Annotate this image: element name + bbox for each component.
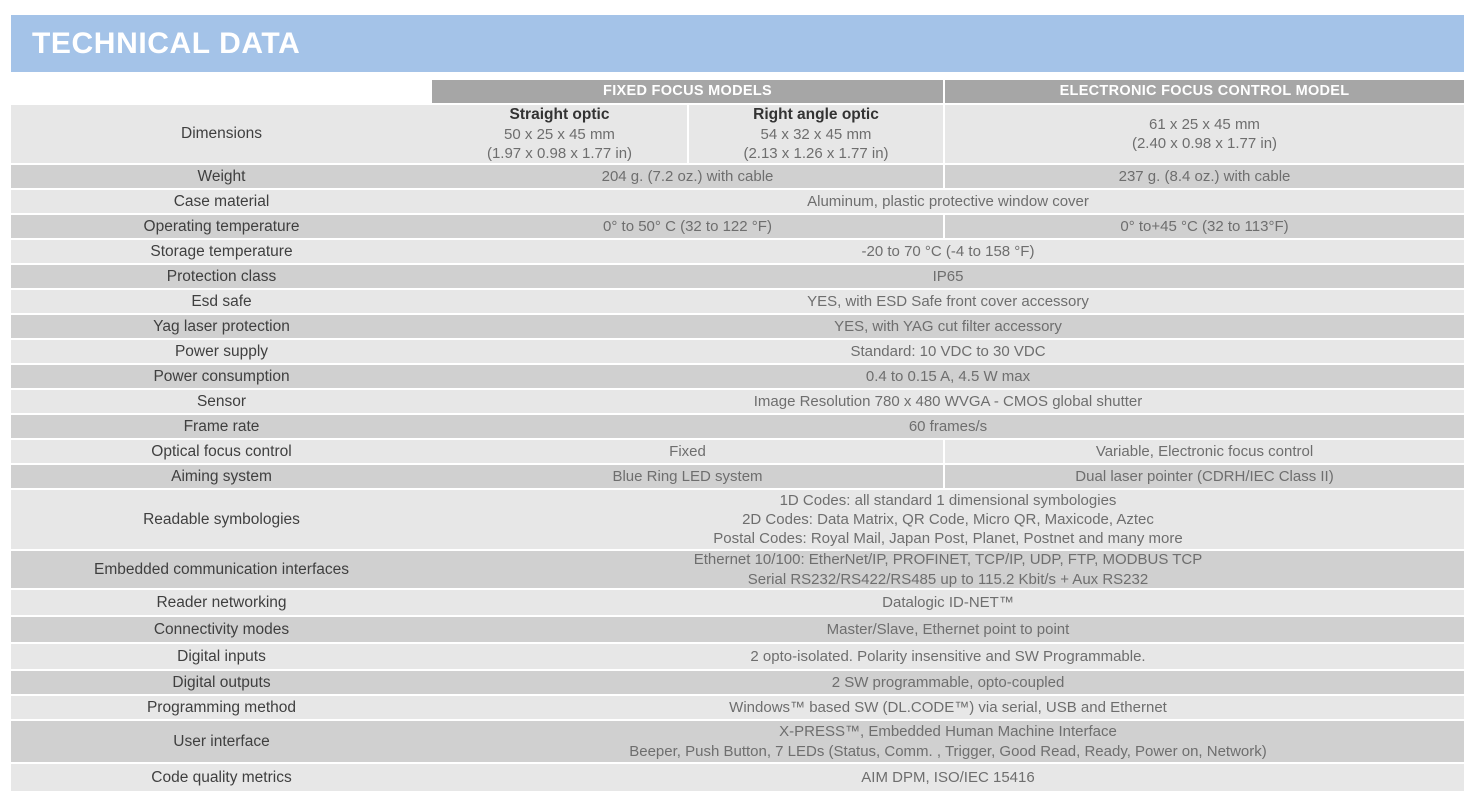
table-row: Connectivity modes Master/Slave, Etherne…	[11, 617, 1464, 642]
cell-connectivity-modes: Master/Slave, Ethernet point to point	[432, 617, 1464, 642]
cell-sensor: Image Resolution 780 x 480 WVGA - CMOS g…	[432, 390, 1464, 413]
row-label-yag-laser-protection: Yag laser protection	[11, 315, 432, 338]
right-angle-optic-in: (2.13 x 1.26 x 1.77 in)	[743, 144, 889, 162]
right-angle-optic-mm: 54 x 32 x 45 mm	[760, 125, 872, 143]
cell-protection-class: IP65	[432, 265, 1464, 288]
row-label-storage-temperature: Storage temperature	[11, 240, 432, 263]
cell-power-supply: Standard: 10 VDC to 30 VDC	[432, 340, 1464, 363]
cell-digital-outputs: 2 SW programmable, opto-coupled	[432, 671, 1464, 694]
row-label-weight: Weight	[11, 165, 432, 188]
table-row: Protection class IP65	[11, 265, 1464, 288]
cell-aiming-system-efc: Dual laser pointer (CDRH/IEC Class II)	[945, 465, 1464, 488]
row-label-power-supply: Power supply	[11, 340, 432, 363]
row-label-optical-focus-control: Optical focus control	[11, 440, 432, 463]
table-row: Esd safe YES, with ESD Safe front cover …	[11, 290, 1464, 313]
table-row: Digital inputs 2 opto-isolated. Polarity…	[11, 644, 1464, 669]
embedded-comm-line-2: Serial RS232/RS422/RS485 up to 115.2 Kbi…	[747, 570, 1149, 588]
row-label-reader-networking: Reader networking	[11, 590, 432, 615]
cell-optical-focus-control-efc: Variable, Electronic focus control	[945, 440, 1464, 463]
cell-user-interface: X-PRESS™, Embedded Human Machine Interfa…	[432, 721, 1464, 762]
row-label-digital-outputs: Digital outputs	[11, 671, 432, 694]
row-label-connectivity-modes: Connectivity modes	[11, 617, 432, 642]
table-row: Sensor Image Resolution 780 x 480 WVGA -…	[11, 390, 1464, 413]
row-label-esd-safe: Esd safe	[11, 290, 432, 313]
row-label-protection-class: Protection class	[11, 265, 432, 288]
table-row: Power consumption 0.4 to 0.15 A, 4.5 W m…	[11, 365, 1464, 388]
table-row: Aiming system Blue Ring LED system Dual …	[11, 465, 1464, 488]
row-label-aiming-system: Aiming system	[11, 465, 432, 488]
table-row: Storage temperature -20 to 70 °C (-4 to …	[11, 240, 1464, 263]
cell-dimensions-efc: 61 x 25 x 45 mm (2.40 x 0.98 x 1.77 in)	[945, 105, 1464, 163]
efc-dimensions-mm: 61 x 25 x 45 mm	[1149, 115, 1260, 133]
cell-case-material: Aluminum, plastic protective window cove…	[432, 190, 1464, 213]
cell-embedded-communication-interfaces: Ethernet 10/100: EtherNet/IP, PROFINET, …	[432, 551, 1464, 588]
straight-optic-mm: 50 x 25 x 45 mm	[504, 125, 615, 143]
page-title-bar: TECHNICAL DATA	[11, 15, 1464, 72]
row-label-code-quality-metrics: Code quality metrics	[11, 764, 432, 791]
row-label-user-interface: User interface	[11, 721, 432, 762]
row-label-operating-temperature: Operating temperature	[11, 215, 432, 238]
cell-digital-inputs: 2 opto-isolated. Polarity insensitive an…	[432, 644, 1464, 669]
straight-optic-in: (1.97 x 0.98 x 1.77 in)	[486, 144, 633, 162]
table-row: Programming method Windows™ based SW (DL…	[11, 696, 1464, 719]
cell-programming-method: Windows™ based SW (DL.CODE™) via serial,…	[432, 696, 1464, 719]
cell-weight-fixed: 204 g. (7.2 oz.) with cable	[432, 165, 943, 188]
row-label-embedded-communication-interfaces: Embedded communication interfaces	[11, 551, 432, 588]
cell-dimensions-right-angle: Right angle optic 54 x 32 x 45 mm (2.13 …	[689, 105, 943, 163]
table-row: Optical focus control Fixed Variable, El…	[11, 440, 1464, 463]
row-label-sensor: Sensor	[11, 390, 432, 413]
straight-optic-name: Straight optic	[509, 105, 610, 123]
column-header-fixed-focus: FIXED FOCUS MODELS	[432, 80, 943, 103]
table-row: Readable symbologies 1D Codes: all stand…	[11, 490, 1464, 549]
page-title: TECHNICAL DATA	[32, 26, 301, 60]
row-label-readable-symbologies: Readable symbologies	[11, 490, 432, 549]
table-row: Case material Aluminum, plastic protecti…	[11, 190, 1464, 213]
user-interface-line-1: X-PRESS™, Embedded Human Machine Interfa…	[779, 723, 1117, 741]
header-spacer	[11, 80, 432, 103]
table-row: User interface X-PRESS™, Embedded Human …	[11, 721, 1464, 762]
table-row: Power supply Standard: 10 VDC to 30 VDC	[11, 340, 1464, 363]
table-row: Dimensions Straight optic 50 x 25 x 45 m…	[11, 105, 1464, 163]
technical-data-table: FIXED FOCUS MODELS ELECTRONIC FOCUS CONT…	[11, 80, 1464, 793]
cell-readable-symbologies: 1D Codes: all standard 1 dimensional sym…	[432, 490, 1464, 549]
table-row: Digital outputs 2 SW programmable, opto-…	[11, 671, 1464, 694]
table-row: Weight 204 g. (7.2 oz.) with cable 237 g…	[11, 165, 1464, 188]
cell-weight-efc: 237 g. (8.4 oz.) with cable	[945, 165, 1464, 188]
cell-esd-safe: YES, with ESD Safe front cover accessory	[432, 290, 1464, 313]
table-header-row: FIXED FOCUS MODELS ELECTRONIC FOCUS CONT…	[11, 80, 1464, 103]
cell-reader-networking: Datalogic ID-NET™	[432, 590, 1464, 615]
readable-symbologies-line-2: 2D Codes: Data Matrix, QR Code, Micro QR…	[742, 510, 1154, 528]
cell-optical-focus-control-fixed: Fixed	[432, 440, 943, 463]
readable-symbologies-line-1: 1D Codes: all standard 1 dimensional sym…	[779, 491, 1117, 509]
row-label-programming-method: Programming method	[11, 696, 432, 719]
cell-operating-temperature-efc: 0° to+45 °C (32 to 113°F)	[945, 215, 1464, 238]
table-row: Code quality metrics AIM DPM, ISO/IEC 15…	[11, 764, 1464, 791]
row-label-power-consumption: Power consumption	[11, 365, 432, 388]
cell-dimensions-straight: Straight optic 50 x 25 x 45 mm (1.97 x 0…	[432, 105, 687, 163]
embedded-comm-line-1: Ethernet 10/100: EtherNet/IP, PROFINET, …	[693, 551, 1203, 569]
cell-code-quality-metrics: AIM DPM, ISO/IEC 15416	[432, 764, 1464, 791]
table-row: Reader networking Datalogic ID-NET™	[11, 590, 1464, 615]
cell-storage-temperature: -20 to 70 °C (-4 to 158 °F)	[432, 240, 1464, 263]
column-header-electronic-focus: ELECTRONIC FOCUS CONTROL MODEL	[945, 80, 1464, 103]
row-label-case-material: Case material	[11, 190, 432, 213]
cell-aiming-system-fixed: Blue Ring LED system	[432, 465, 943, 488]
cell-power-consumption: 0.4 to 0.15 A, 4.5 W max	[432, 365, 1464, 388]
efc-dimensions-in: (2.40 x 0.98 x 1.77 in)	[1131, 135, 1278, 152]
row-label-dimensions: Dimensions	[11, 105, 432, 163]
table-row: Yag laser protection YES, with YAG cut f…	[11, 315, 1464, 338]
table-row: Embedded communication interfaces Ethern…	[11, 551, 1464, 588]
cell-frame-rate: 60 frames/s	[432, 415, 1464, 438]
table-row: Operating temperature 0° to 50° C (32 to…	[11, 215, 1464, 238]
readable-symbologies-line-3: Postal Codes: Royal Mail, Japan Post, Pl…	[713, 530, 1183, 548]
cell-operating-temperature-fixed: 0° to 50° C (32 to 122 °F)	[432, 215, 943, 238]
row-label-digital-inputs: Digital inputs	[11, 644, 432, 669]
row-label-frame-rate: Frame rate	[11, 415, 432, 438]
user-interface-line-2: Beeper, Push Button, 7 LEDs (Status, Com…	[629, 742, 1267, 760]
table-row: Frame rate 60 frames/s	[11, 415, 1464, 438]
cell-yag-laser-protection: YES, with YAG cut filter accessory	[432, 315, 1464, 338]
right-angle-optic-name: Right angle optic	[753, 105, 879, 123]
